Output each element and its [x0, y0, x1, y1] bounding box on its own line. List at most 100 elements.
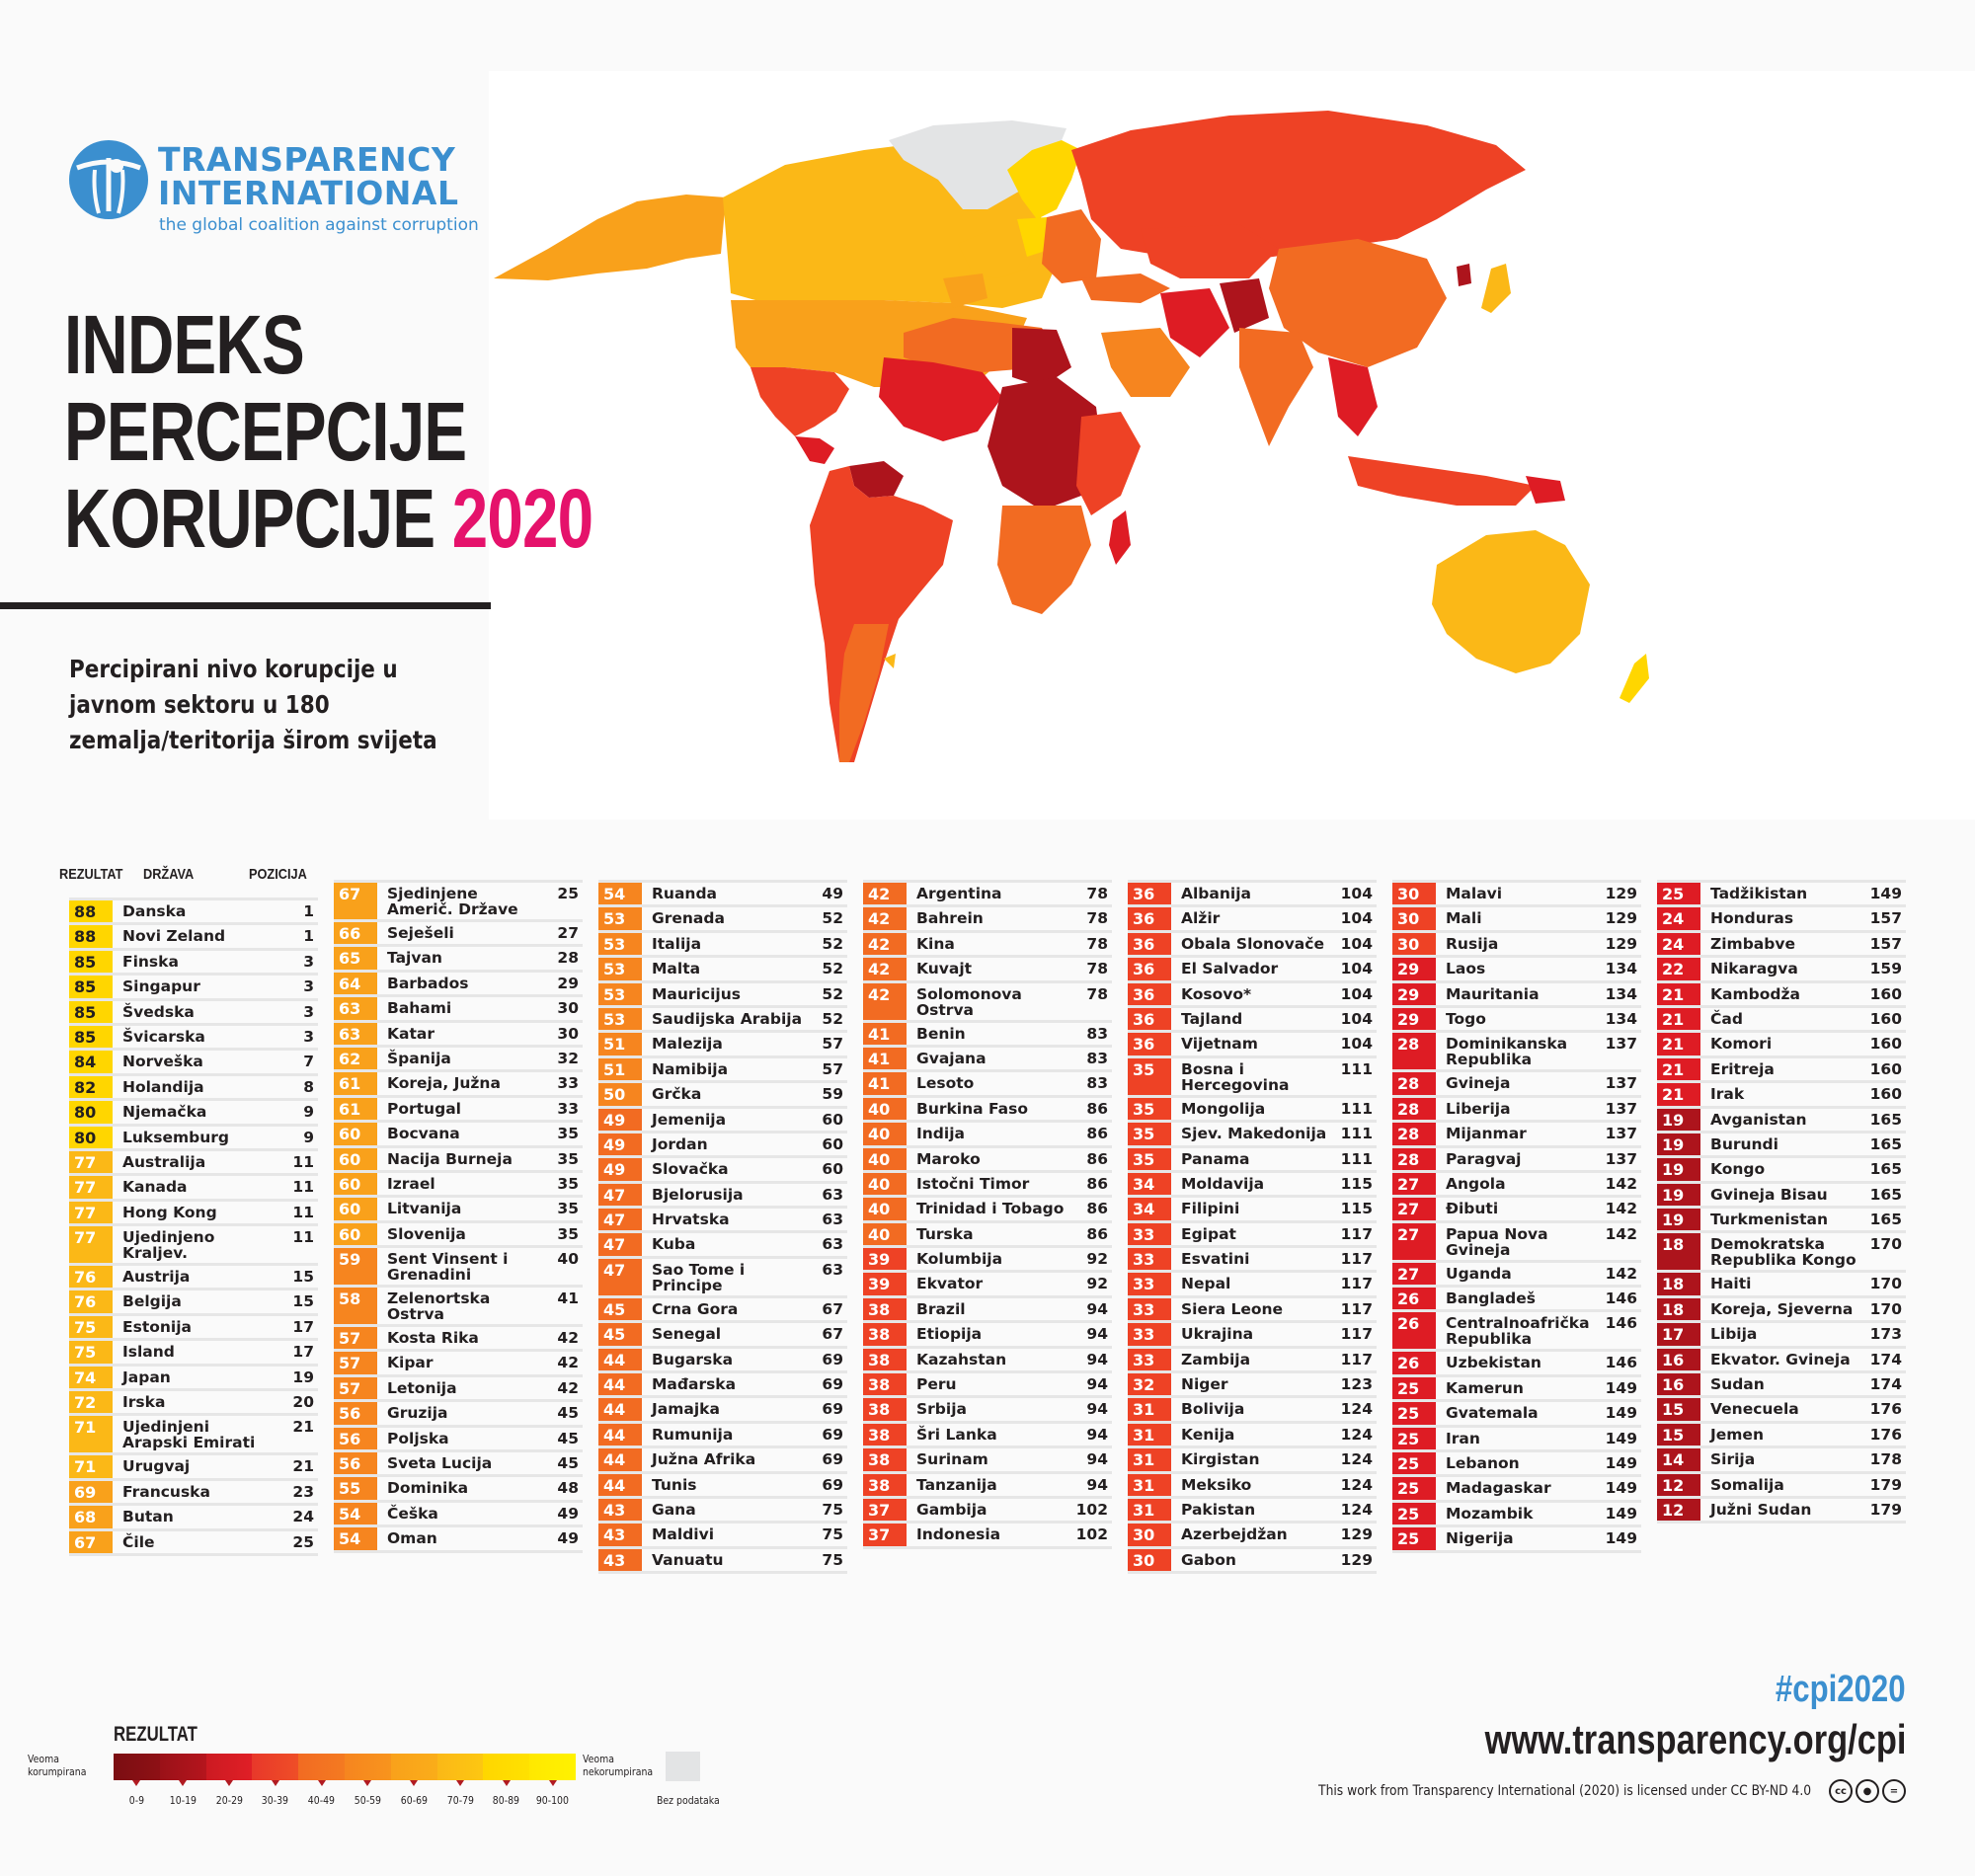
score-cell: 38	[863, 1323, 907, 1346]
score-cell: 40	[863, 1198, 907, 1220]
rank-cell: 42	[557, 1354, 579, 1372]
table-row: 42 Argentina 78	[863, 883, 1112, 908]
table-row: 38 Kazahstan 94	[863, 1348, 1112, 1374]
score-cell: 49	[598, 1158, 642, 1181]
rank-cell: 52	[822, 984, 843, 1003]
score-cell: 47	[598, 1209, 642, 1231]
country-cell: Bangladeš	[1446, 1290, 1537, 1308]
table-row: 60 Slovenija 35	[334, 1222, 583, 1249]
table-row: 57 Kosta Rika 42	[334, 1327, 583, 1353]
rank-cell: 67	[822, 1325, 843, 1344]
country-cell: Nepal	[1181, 1275, 1231, 1293]
table-row: 40 Maroko 86	[863, 1147, 1112, 1173]
country-cell: Maldivi	[652, 1525, 715, 1544]
table-row: 15 Venecuela 176	[1657, 1398, 1906, 1424]
rank-cell: 129	[1340, 1525, 1373, 1544]
table-row: 38 Tanzanija 94	[863, 1473, 1112, 1499]
table-row: 36 El Salvador 104	[1128, 958, 1377, 983]
table-row: 55 Dominika 48	[334, 1477, 583, 1503]
table-row: 44 Južna Afrika 69	[598, 1448, 847, 1474]
country-cell: Lesoto	[916, 1074, 975, 1093]
legend-tick: 80-89	[493, 1794, 520, 1807]
country-cell: Maroko	[916, 1149, 981, 1168]
score-cell: 61	[334, 1072, 377, 1095]
rank-cell: 59	[822, 1085, 843, 1104]
table-row: 31 Meksiko 124	[1128, 1473, 1377, 1499]
country-cell: Burundi	[1710, 1134, 1778, 1153]
rank-cell: 30	[557, 1024, 579, 1043]
rank-cell: 83	[1086, 1024, 1108, 1043]
score-cell: 14	[1657, 1448, 1700, 1471]
table-row: 33 Ukrajina 117	[1128, 1323, 1377, 1349]
table-row: 14 Sirija 178	[1657, 1448, 1906, 1474]
legend-low-label: Veoma korumpirana	[28, 1753, 87, 1778]
map-southeast-asia	[1328, 357, 1378, 436]
score-cell: 58	[334, 1288, 377, 1325]
rank-cell: 149	[1605, 1529, 1637, 1548]
score-cell: 53	[598, 982, 642, 1005]
country-cell: Ruanda	[652, 885, 718, 902]
table-row: 32 Niger 123	[1128, 1373, 1377, 1399]
rank-cell: 45	[557, 1429, 579, 1447]
rank-cell: 165	[1869, 1110, 1902, 1129]
score-cell: 35	[1128, 1147, 1171, 1170]
rank-cell: 137	[1605, 1099, 1637, 1118]
rank-cell: 129	[1605, 885, 1637, 902]
score-cell: 43	[598, 1498, 642, 1522]
table-row: 38 Peru 94	[863, 1373, 1112, 1399]
table-row: 34 Filipini 115	[1128, 1198, 1377, 1223]
table-row: 60 Litvanija 35	[334, 1198, 583, 1223]
rank-cell: 94	[1086, 1375, 1108, 1394]
score-cell: 36	[1128, 982, 1171, 1005]
rank-cell: 17	[292, 1317, 314, 1336]
score-cell: 47	[598, 1183, 642, 1207]
table-row: 25 Kamerun 149	[1392, 1376, 1641, 1403]
country-cell: Kosovo*	[1181, 984, 1252, 1003]
country-cell: Azerbejdžan	[1181, 1525, 1288, 1544]
country-cell: Trinidad i Tobago	[916, 1200, 1065, 1218]
score-cell: 49	[598, 1108, 642, 1131]
score-cell: 71	[69, 1416, 113, 1453]
rank-cell: 86	[1086, 1099, 1108, 1118]
score-cell: 61	[334, 1097, 377, 1121]
rank-cell: 142	[1605, 1264, 1637, 1283]
table-row: 85 Finska 3	[69, 950, 318, 977]
score-cell: 60	[334, 1198, 377, 1220]
score-cell: 17	[1657, 1323, 1700, 1346]
country-cell: Singapur	[122, 977, 200, 996]
logo-line1: TRANSPARENCY	[158, 140, 456, 179]
table-row: 29 Laos 134	[1392, 958, 1641, 983]
rank-cell: 3	[303, 1027, 314, 1046]
table-row: 21 Eritreja 160	[1657, 1057, 1906, 1084]
score-cell: 40	[863, 1097, 907, 1121]
rank-cell: 165	[1869, 1134, 1902, 1153]
score-cell: 41	[863, 1047, 907, 1070]
score-cell: 44	[598, 1373, 642, 1396]
score-cell: 30	[1392, 932, 1436, 956]
country-cell: Butan	[122, 1508, 174, 1526]
score-cell: 65	[334, 947, 377, 970]
hashtag: #cpi2020	[1776, 1669, 1906, 1710]
score-cell: 60	[334, 1123, 377, 1145]
table-row: 28 Liberija 137	[1392, 1097, 1641, 1124]
table-row: 66 Seješeli 27	[334, 922, 583, 948]
country-cell: Turska	[916, 1224, 974, 1243]
rank-cell: 52	[822, 934, 843, 953]
website-link[interactable]: www.transparency.org/cpi	[1484, 1716, 1906, 1762]
score-cell: 18	[1657, 1233, 1700, 1271]
country-cell: Obala Slonovače	[1181, 934, 1324, 953]
table-row: 37 Indonesia 102	[863, 1524, 1112, 1549]
table-row: 75 Island 17	[69, 1341, 318, 1367]
rank-cell: 111	[1340, 1149, 1373, 1168]
score-cell: 44	[598, 1398, 642, 1421]
table-row: 53 Italija 52	[598, 932, 847, 959]
table-row: 38 Šri Lanka 94	[863, 1423, 1112, 1449]
table-row: 30 Azerbejdžan 129	[1128, 1524, 1377, 1549]
score-cell: 30	[1128, 1548, 1171, 1572]
table-row: 17 Libija 173	[1657, 1323, 1906, 1349]
rank-cell: 92	[1086, 1275, 1108, 1293]
cc-icon: cc	[1829, 1779, 1853, 1803]
rank-cell: 117	[1340, 1250, 1373, 1269]
country-cell: Bjelorusija	[652, 1185, 744, 1204]
rank-cell: 174	[1869, 1350, 1902, 1368]
